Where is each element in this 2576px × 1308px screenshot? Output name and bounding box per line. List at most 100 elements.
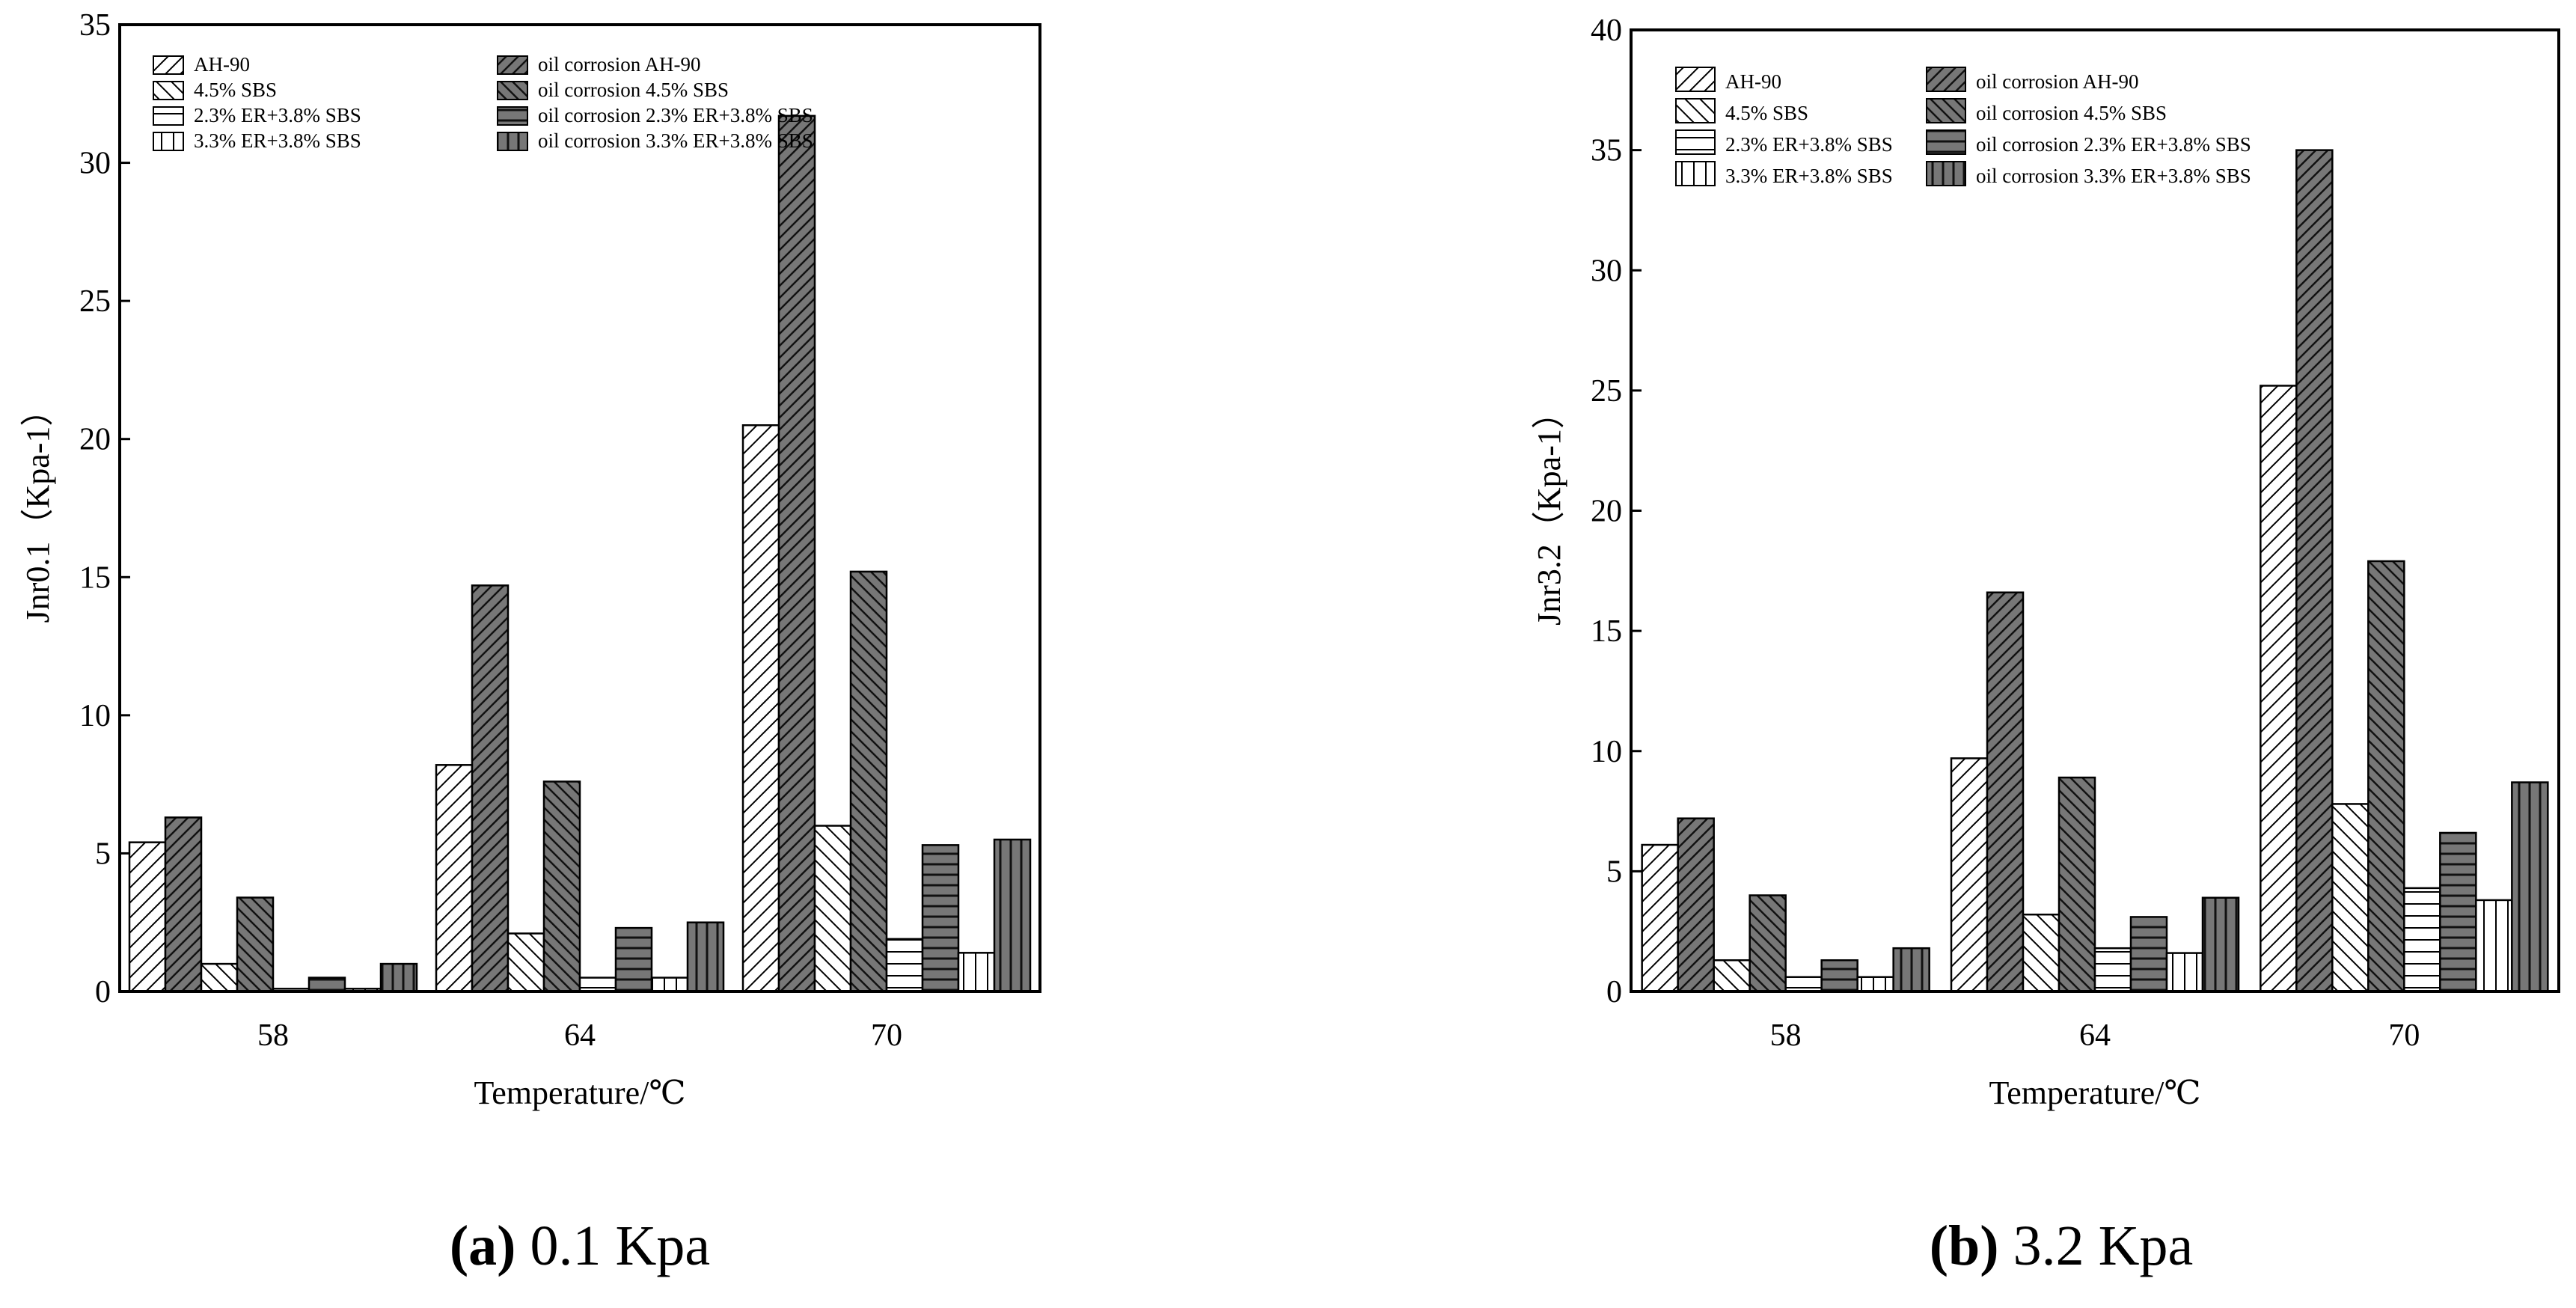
legend-label: oil corrosion 4.5% SBS [1976, 102, 2167, 124]
legend-swatch [1926, 129, 1966, 155]
bar [2295, 149, 2334, 993]
plot-frame [1630, 28, 2560, 993]
bar [1784, 976, 1823, 993]
x-tick-label: 70 [871, 1018, 902, 1053]
x-tick-label: 70 [2388, 1018, 2420, 1053]
y-tick-label: 0 [1606, 975, 1622, 1009]
bar [236, 896, 275, 993]
legend-label: 2.3% ER+3.8% SBS [194, 104, 361, 126]
legend-label: AH-90 [194, 53, 250, 76]
y-tick-label: 15 [79, 560, 111, 595]
x-tick-label: 64 [564, 1018, 596, 1053]
bar [686, 921, 725, 993]
legend-label: AH-90 [1725, 70, 1781, 93]
bar [2165, 952, 2204, 993]
bar [1950, 757, 1989, 993]
bar [1713, 959, 1751, 993]
caption-text: 3.2 Kpa [1999, 1214, 2194, 1277]
x-axis-title: Temperature/℃ [474, 1075, 685, 1111]
legend-swatch [153, 55, 184, 75]
legend-swatch [1675, 161, 1716, 186]
legend-swatch [1675, 98, 1716, 123]
legend-label: oil corrosion 3.3% ER+3.8% SBS [538, 129, 813, 152]
bar [200, 962, 239, 993]
legend-swatch [1926, 98, 1966, 123]
bar [1641, 843, 1679, 993]
y-tick-label: 30 [1591, 254, 1622, 288]
legend-label: 4.5% SBS [194, 79, 277, 101]
bar [2367, 560, 2405, 993]
bar [957, 952, 996, 993]
y-tick-label: 10 [79, 699, 111, 733]
bar [128, 841, 167, 993]
legend-swatch [153, 106, 184, 126]
bar [2403, 887, 2441, 993]
bar [2439, 831, 2477, 993]
y-axis-title: Jnr3.2（Kpa-1） [1531, 396, 1567, 626]
y-tick-label: 25 [79, 284, 111, 319]
y-axis-title: Jnr0.1（Kpa-1） [19, 394, 56, 623]
legend-swatch [497, 106, 528, 126]
caption-letter: (b) [1930, 1214, 1999, 1277]
figure-caption: (b) 3.2 Kpa [1930, 1214, 2194, 1277]
y-tick-label: 10 [1591, 735, 1622, 769]
bar [921, 844, 960, 993]
bar [542, 780, 581, 993]
bar [2511, 781, 2549, 993]
y-tick-label: 25 [1591, 374, 1622, 409]
bar [2058, 776, 2096, 993]
bar [1820, 959, 1858, 993]
bar [1986, 591, 2025, 993]
legend-swatch [1675, 67, 1716, 92]
legend-swatch [153, 81, 184, 100]
legend-label: oil corrosion 2.3% ER+3.8% SBS [1976, 133, 2251, 156]
bar [2331, 803, 2370, 993]
legend-label: 3.3% ER+3.8% SBS [194, 129, 361, 152]
bar [741, 424, 780, 993]
chart-a: 0 5 10 15 20 25 30 35 58 64 70 Temperature/℃ Jnr0.1（… [19, 8, 1041, 1277]
caption-text: 0.1 Kpa [516, 1214, 711, 1277]
legend-label: oil corrosion AH-90 [1976, 70, 2138, 93]
chart-b: 0 5 10 15 20 25 30 35 40 58 64 70 Temperature/℃ Jnr3.… [1531, 13, 2560, 1277]
bar [813, 825, 852, 993]
bar [993, 838, 1032, 993]
x-tick-label: 58 [257, 1018, 289, 1053]
legend-label: oil corrosion 2.3% ER+3.8% SBS [538, 104, 813, 126]
bar [650, 977, 689, 993]
legend-label: 3.3% ER+3.8% SBS [1725, 165, 1893, 187]
bar [435, 764, 474, 993]
x-tick-label: 58 [1770, 1018, 1802, 1053]
legend-swatch [497, 132, 528, 151]
y-tick-label: 20 [79, 423, 111, 457]
legend-swatch [1675, 129, 1716, 155]
figure-caption: (a) 0.1 Kpa [450, 1214, 710, 1277]
bar [614, 926, 653, 993]
legend-label: oil corrosion 4.5% SBS [538, 79, 729, 101]
legend-swatch [497, 55, 528, 75]
bar [2201, 896, 2240, 993]
y-tick-label: 35 [1591, 134, 1622, 168]
bar [885, 938, 924, 993]
bar [1749, 894, 1787, 993]
legend-label: 4.5% SBS [1725, 102, 1808, 124]
bar [2093, 947, 2132, 993]
bar [507, 932, 545, 993]
legend-swatch [497, 81, 528, 100]
y-tick-label: 5 [95, 837, 111, 871]
x-tick-label: 64 [2079, 1018, 2111, 1053]
y-tick-label: 5 [1606, 855, 1622, 889]
bar [379, 962, 418, 993]
legend-label: oil corrosion AH-90 [538, 53, 700, 76]
y-tick-label: 15 [1591, 614, 1622, 649]
y-tick-label: 0 [95, 975, 111, 1009]
bar [578, 977, 617, 993]
bar [849, 570, 888, 993]
x-axis-title: Temperature/℃ [1989, 1075, 2200, 1111]
legend-label: 2.3% ER+3.8% SBS [1725, 133, 1893, 156]
y-tick-label: 20 [1591, 495, 1622, 529]
y-tick-label: 30 [79, 147, 111, 181]
bar [164, 816, 203, 993]
caption-letter: (a) [450, 1214, 516, 1277]
y-tick-label: 35 [79, 8, 111, 43]
